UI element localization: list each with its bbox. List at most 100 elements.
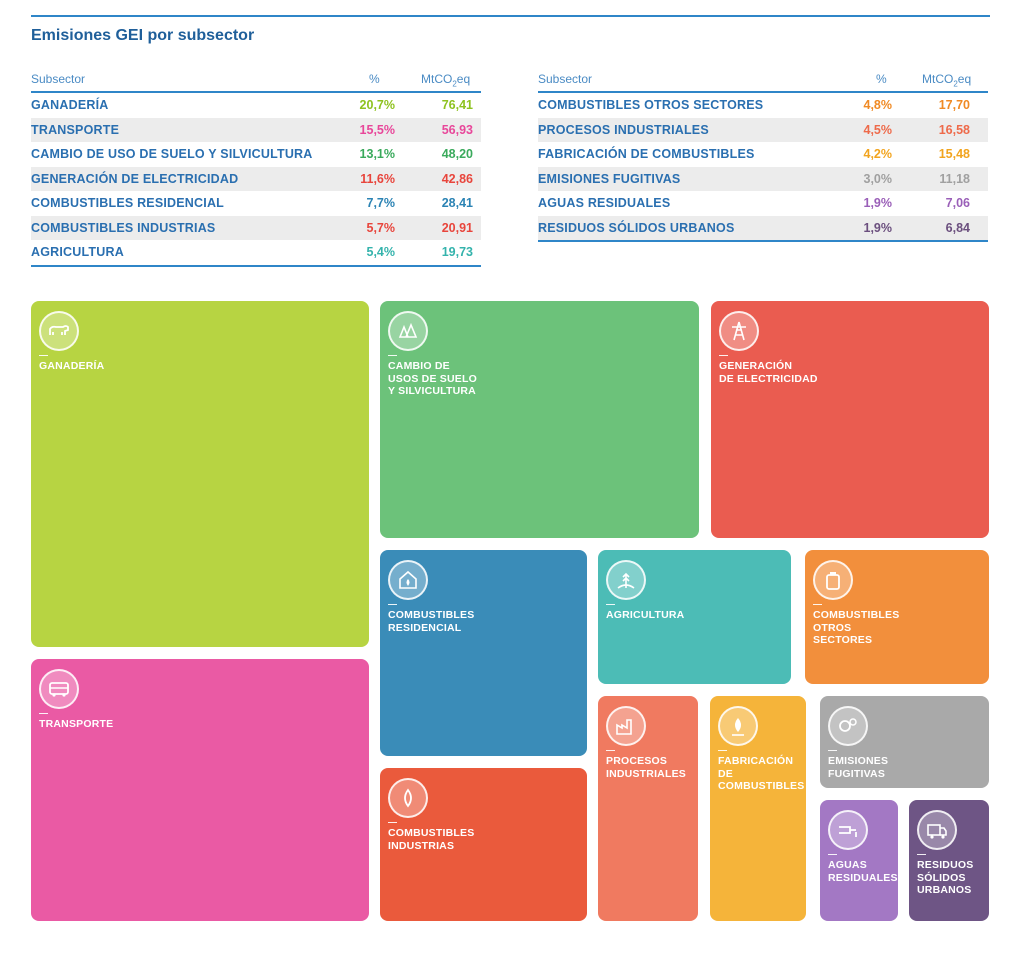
subsector-name: TRANSPORTE [31, 122, 120, 137]
garbage-truck-icon [917, 810, 957, 850]
col-subsector-header: Subsector [538, 72, 593, 86]
percent-value: 11,6% [360, 171, 395, 186]
subsector-name: COMBUSTIBLES INDUSTRIAS [31, 220, 216, 235]
table-row: FABRICACIÓN DE COMBUSTIBLES 4,2% 15,48 [538, 142, 988, 167]
bus-icon [39, 669, 79, 709]
table-bottom-rule [31, 264, 481, 267]
cow-icon [39, 311, 79, 351]
oil-drop-icon [388, 778, 428, 818]
percent-value: 1,9% [863, 220, 893, 235]
mtco2-value: 28,41 [441, 196, 473, 210]
tile-fabricacion-combustibles: FABRICACIÓN DE COMBUSTIBLES [710, 696, 806, 921]
subsector-name: AGUAS RESIDUALES [538, 196, 671, 210]
factory-icon [606, 706, 646, 746]
col-mtco2-header: MtCO2eq [922, 72, 972, 89]
tile-label: CAMBIO DE USOS DE SUELO Y SILVICULTURA [388, 360, 477, 397]
subsector-name: COMBUSTIBLES OTROS SECTORES [538, 98, 764, 112]
tile-dash [718, 750, 727, 751]
percent-value: 20,7% [359, 98, 395, 112]
mtco2-value: 7,06 [945, 196, 970, 210]
tile-ganaderia: GANADERÍA [31, 301, 369, 647]
table-row: CAMBIO DE USO DE SUELO Y SILVICULTURA 13,… [31, 142, 481, 167]
table-row: PROCESOS INDUSTRIALES 4,5% 16,58 [538, 117, 988, 142]
table-row: EMISIONES FUGITIVAS 3,0% 11,18 [538, 166, 988, 191]
tile-dash [388, 822, 397, 823]
tile-label: FABRICACIÓN DE COMBUSTIBLES [718, 755, 805, 792]
tile-combustibles-industrias: COMBUSTIBLES INDUSTRIAS [380, 768, 587, 921]
tile-agricultura: AGRICULTURA [598, 550, 791, 684]
percent-value: 5,4% [366, 245, 396, 259]
water-pipe-icon [828, 810, 868, 850]
percent-value: 5,7% [366, 220, 396, 235]
tile-label: PROCESOS INDUSTRIALES [606, 755, 686, 780]
subsector-name: AGRICULTURA [31, 245, 124, 259]
tile-generacion-electricidad: GENERACIÓN DE ELECTRICIDAD [711, 301, 989, 538]
gas-can-icon [813, 560, 853, 600]
table-row: RESIDUOS SÓLIDOS URBANOS 1,9% 6,84 [538, 215, 988, 240]
tile-label: EMISIONES FUGITIVAS [828, 755, 889, 780]
table-body: GANADERÍA 20,7% 76,41 TRANSPORTE 15,5% 56,93 C… [31, 93, 481, 265]
mtco2-value: 48,20 [441, 147, 473, 161]
tile-residuos-solidos-urbanos: RESIDUOS SÓLIDOS URBANOS [909, 800, 989, 921]
chart-title: Emisiones GEI por subsector [31, 27, 255, 44]
table-bottom-rule [538, 240, 988, 242]
table-row: COMBUSTIBLES RESIDENCIAL 7,7% 28,41 [31, 191, 481, 216]
fuel-drop-icon [718, 706, 758, 746]
tile-label: COMBUSTIBLES OTROS SECTORES [813, 609, 900, 646]
percent-value: 1,9% [863, 196, 893, 210]
tile-label: GANADERÍA [39, 360, 105, 372]
mtco2-value: 19,73 [441, 245, 473, 259]
percent-value: 4,2% [863, 147, 893, 161]
tile-label: COMBUSTIBLES INDUSTRIAS [388, 827, 475, 852]
table-row: AGRICULTURA 5,4% 19,73 [31, 240, 481, 265]
table-row: TRANSPORTE 15,5% 56,93 [31, 117, 481, 142]
percent-value: 7,7% [366, 196, 396, 210]
tile-emisiones-fugitivas: EMISIONES FUGITIVAS [820, 696, 989, 788]
mtco2-value: 16,58 [938, 122, 970, 137]
subsector-name: CAMBIO DE USO DE SUELO Y SILVICULTURA [31, 147, 313, 161]
tile-label: RESIDUOS SÓLIDOS URBANOS [917, 859, 974, 896]
tile-label: COMBUSTIBLES RESIDENCIAL [388, 609, 475, 634]
subsector-name: COMBUSTIBLES RESIDENCIAL [31, 196, 225, 210]
table-header: Subsector % MtCO2eq [538, 69, 988, 93]
subsector-name: RESIDUOS SÓLIDOS URBANOS [538, 220, 735, 235]
tile-dash [388, 355, 397, 356]
tile-procesos-industriales: PROCESOS INDUSTRIALES [598, 696, 698, 921]
table-row: GENERACIÓN DE ELECTRICIDAD 11,6% 42,86 [31, 166, 481, 191]
tile-transporte: TRANSPORTE [31, 659, 369, 921]
forest-icon [388, 311, 428, 351]
col-pct-header: % [876, 72, 887, 86]
wheat-field-icon [606, 560, 646, 600]
subsector-name: GENERACIÓN DE ELECTRICIDAD [31, 171, 239, 186]
subsector-name: FABRICACIÓN DE COMBUSTIBLES [538, 147, 755, 161]
table-row: COMBUSTIBLES OTROS SECTORES 4,8% 17,70 [538, 93, 988, 118]
tile-dash [828, 750, 837, 751]
tile-dash [813, 604, 822, 605]
tile-combustibles-residencial: COMBUSTIBLES RESIDENCIAL [380, 550, 587, 756]
power-tower-icon [719, 311, 759, 351]
mtco2-value: 6,84 [945, 220, 970, 235]
col-mtco2-header: MtCO2eq [421, 72, 471, 89]
percent-value: 13,1% [359, 147, 395, 161]
percent-value: 4,5% [863, 122, 893, 137]
table-row: AGUAS RESIDUALES 1,9% 7,06 [538, 191, 988, 216]
tile-combustibles-otros-sectores: COMBUSTIBLES OTROS SECTORES [805, 550, 989, 684]
tile-dash [719, 355, 728, 356]
subsector-name: PROCESOS INDUSTRIALES [538, 122, 709, 137]
mtco2-value: 11,18 [939, 171, 970, 186]
tile-dash [606, 750, 615, 751]
house-flame-icon [388, 560, 428, 600]
top-rule [31, 15, 990, 17]
subsector-name: GANADERÍA [31, 98, 109, 112]
tile-label: GENERACIÓN DE ELECTRICIDAD [719, 360, 818, 385]
tile-dash [606, 604, 615, 605]
table-header: Subsector % MtCO2eq [31, 69, 481, 93]
tile-dash [917, 854, 926, 855]
tile-label: TRANSPORTE [39, 718, 114, 730]
table-right: Subsector % MtCO2eq COMBUSTIBLES OTROS S… [538, 69, 988, 242]
mtco2-value: 42,86 [441, 171, 473, 186]
col-subsector-header: Subsector [31, 72, 86, 86]
subsector-name: EMISIONES FUGITIVAS [538, 171, 681, 186]
tile-dash [39, 713, 48, 714]
tile-label: AGRICULTURA [606, 609, 685, 621]
